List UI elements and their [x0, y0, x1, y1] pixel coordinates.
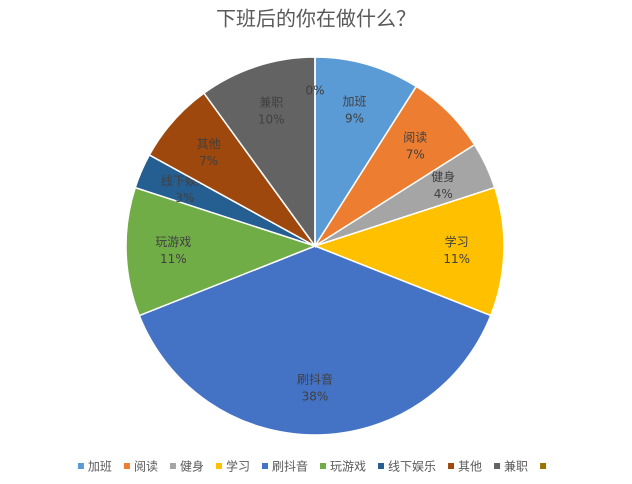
legend-label: 其他	[458, 460, 482, 474]
legend-label: 阅读	[134, 460, 158, 474]
legend-marker	[123, 463, 130, 469]
pie-slice	[202, 56, 316, 249]
slice-value: 38%	[302, 389, 329, 403]
slice-label: 加班	[343, 94, 367, 108]
slice-value: 7%	[406, 147, 425, 161]
legend-label: 加班	[88, 460, 112, 474]
legend-label: 玩游戏	[330, 460, 366, 474]
legend-marker	[378, 463, 385, 469]
slice-label: 刷抖音	[297, 371, 333, 386]
legend-marker	[540, 463, 547, 469]
chart-title: 下班后的你在做什么？	[216, 7, 416, 31]
legend-label: 学习	[226, 459, 250, 474]
slice-value: 11%	[160, 252, 187, 266]
pie-slice	[125, 186, 318, 317]
slice-value: 7%	[199, 154, 218, 168]
legend: 加班 阅读 健身 学习 刷抖音 玩游戏 线下娱乐 其他 兼职	[77, 459, 547, 474]
legend-label: 兼职	[504, 460, 528, 474]
legend-marker	[494, 463, 501, 469]
legend-marker	[320, 463, 327, 469]
slice-value: 11%	[443, 252, 470, 266]
legend-label: 线下娱乐	[388, 460, 436, 474]
slice-label: 兼职	[259, 96, 283, 110]
pie-slice	[312, 186, 505, 317]
legend-label: 刷抖音	[272, 459, 308, 474]
legend-marker	[448, 463, 455, 469]
slice-value: 3%	[175, 191, 194, 205]
slice-label: 阅读	[403, 130, 427, 144]
legend-marker	[215, 463, 222, 469]
slice-label: 玩游戏	[155, 235, 191, 249]
slice-value: 9%	[345, 111, 364, 125]
slice-label: 学习	[445, 234, 469, 249]
legend-marker	[261, 463, 268, 469]
slice-label: 健身	[431, 169, 455, 184]
legend-marker	[169, 463, 176, 469]
pie-slice	[314, 56, 418, 249]
legend-label: 健身	[180, 459, 204, 474]
slice-label: 其他	[197, 137, 221, 151]
legend-marker	[77, 463, 84, 469]
slice-value: 4%	[434, 187, 453, 201]
pie-slice	[138, 245, 492, 436]
slice-value: 10%	[258, 113, 285, 127]
slice-value: 0%	[305, 84, 324, 98]
